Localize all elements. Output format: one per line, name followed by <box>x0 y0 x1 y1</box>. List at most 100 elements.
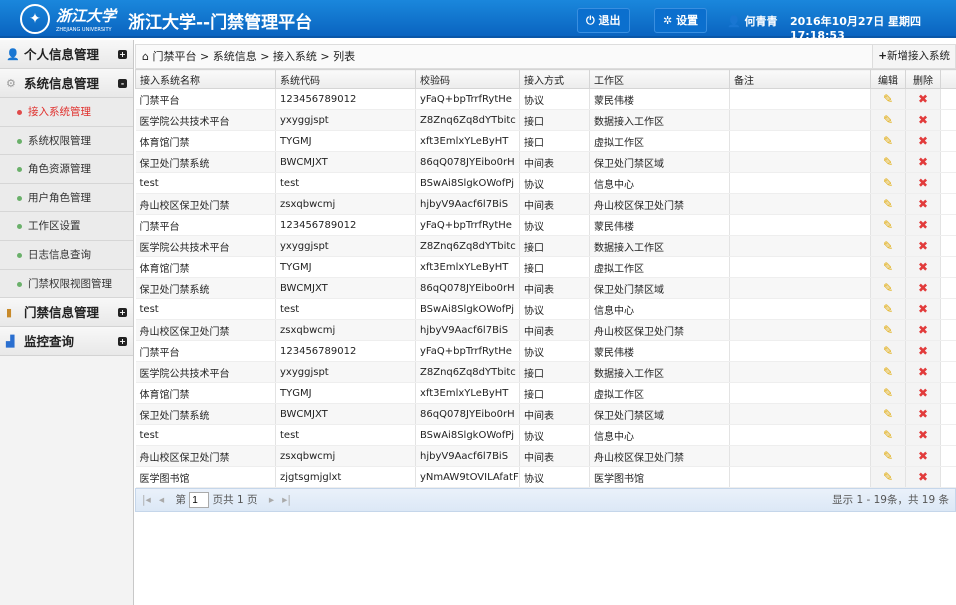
sidebar-group-2[interactable]: ▮ 门禁信息管理 + <box>0 298 133 328</box>
table-row: 医学图书馆 zjgtsgmjglxt yNmAW9tOVILAfatF 协议 医学图书馆… <box>135 466 956 488</box>
delete-button[interactable]: ✖ <box>905 277 941 299</box>
sidebar-group-3[interactable]: ▟ 监控查询 + <box>0 327 133 357</box>
delete-button[interactable]: ✖ <box>905 151 941 173</box>
delete-button[interactable]: ✖ <box>905 172 941 194</box>
table-cell: 保卫处门禁系统 <box>135 403 276 425</box>
table-cell: 数据接入工作区 <box>589 109 730 131</box>
delete-button[interactable]: ✖ <box>905 256 941 278</box>
sidebar-group-0[interactable]: 👤 个人信息管理 + <box>0 40 133 69</box>
pencil-icon: ✎ <box>882 365 894 379</box>
user-name[interactable]: 👤 何青青 <box>727 15 778 28</box>
column-header[interactable]: 工作区 <box>589 69 730 89</box>
column-header[interactable]: 备注 <box>729 69 871 89</box>
pencil-icon: ✎ <box>882 281 894 295</box>
page-number-input[interactable] <box>189 492 210 508</box>
edit-button[interactable]: ✎ <box>870 340 906 362</box>
sidebar-item[interactable]: 工作区设置 <box>0 212 133 241</box>
table-cell: 86qQ078JYEibo0rH <box>415 277 520 299</box>
table-cell <box>729 403 871 425</box>
row-spacer <box>940 445 956 467</box>
row-spacer <box>940 403 956 425</box>
delete-button[interactable]: ✖ <box>905 403 941 425</box>
table-row: 门禁平台 123456789012 yFaQ+bpTrrfRytHe 协议 蒙民伟楼 ✎ ✖ <box>135 88 956 110</box>
edit-button[interactable]: ✎ <box>870 172 906 194</box>
sidebar-item[interactable]: 日志信息查询 <box>0 240 133 270</box>
table-cell: yxyggjspt <box>275 361 416 383</box>
table-row: 医学院公共技术平台 yxyggjspt Z8Znq6Zq8dYTbitc 接口 数据接入… <box>135 235 956 257</box>
edit-button[interactable]: ✎ <box>870 466 906 488</box>
sidebar-item[interactable]: 系统权限管理 <box>0 126 133 156</box>
next-page-icon[interactable]: ▸ <box>268 494 275 506</box>
prev-page-icon[interactable]: ◂ <box>158 494 165 506</box>
table-cell <box>729 256 871 278</box>
edit-button[interactable]: ✎ <box>870 319 906 341</box>
expand-icon[interactable]: + <box>118 50 127 59</box>
delete-button[interactable]: ✖ <box>905 235 941 257</box>
table-cell: 虚拟工作区 <box>589 382 730 404</box>
column-header[interactable]: 校验码 <box>415 69 520 89</box>
table-cell: 信息中心 <box>589 424 730 446</box>
table-cell <box>729 319 871 341</box>
first-page-icon[interactable]: |◂ <box>142 494 151 506</box>
delete-button[interactable]: ✖ <box>905 466 941 488</box>
close-icon: ✖ <box>917 449 929 463</box>
pencil-icon: ✎ <box>882 155 894 169</box>
edit-button[interactable]: ✎ <box>870 88 906 110</box>
delete-button[interactable]: ✖ <box>905 319 941 341</box>
sidebar-item[interactable]: 用户角色管理 <box>0 183 133 213</box>
expand-icon[interactable]: + <box>118 308 127 318</box>
edit-button[interactable]: ✎ <box>870 130 906 152</box>
collapse-icon[interactable]: - <box>118 79 127 88</box>
table-cell <box>729 424 871 446</box>
pencil-icon: ✎ <box>882 197 894 211</box>
delete-button[interactable]: ✖ <box>905 88 941 110</box>
column-header[interactable]: 接入系统名称 <box>135 69 276 89</box>
expand-icon[interactable]: + <box>118 337 127 347</box>
edit-button[interactable]: ✎ <box>870 361 906 383</box>
table-cell: 门禁平台 <box>135 340 276 362</box>
delete-button[interactable]: ✖ <box>905 340 941 362</box>
table-cell: 数据接入工作区 <box>589 235 730 257</box>
sidebar-group-1[interactable]: ⚙ 系统信息管理 - <box>0 69 133 98</box>
edit-button[interactable]: ✎ <box>870 193 906 215</box>
sidebar-item[interactable]: 角色资源管理 <box>0 155 133 184</box>
column-header[interactable]: 编辑 <box>870 69 906 89</box>
add-system-button[interactable]: +新增接入系统 <box>872 45 955 68</box>
sidebar-item[interactable]: 接入系统管理 <box>0 98 133 127</box>
breadcrumb: 门禁平台 > 系统信息 > 接入系统 > 列表 <box>152 50 356 63</box>
delete-button[interactable]: ✖ <box>905 109 941 131</box>
delete-button[interactable]: ✖ <box>905 130 941 152</box>
table-cell: 蒙民伟楼 <box>589 340 730 362</box>
delete-button[interactable]: ✖ <box>905 214 941 236</box>
edit-button[interactable]: ✎ <box>870 256 906 278</box>
sidebar-item[interactable]: 门禁权限视图管理 <box>0 269 133 299</box>
delete-button[interactable]: ✖ <box>905 361 941 383</box>
delete-button[interactable]: ✖ <box>905 298 941 320</box>
settings-button[interactable]: ✲ 设置 <box>654 8 708 33</box>
edit-button[interactable]: ✎ <box>870 403 906 425</box>
table-cell <box>729 235 871 257</box>
home-icon[interactable]: ⌂ <box>142 50 149 63</box>
last-page-icon[interactable]: ▸| <box>282 494 291 506</box>
logout-button[interactable]: ⏻ 退出 <box>577 8 630 33</box>
settings-label: 设置 <box>676 14 699 27</box>
row-spacer <box>940 256 956 278</box>
delete-button[interactable]: ✖ <box>905 424 941 446</box>
column-header[interactable]: 系统代码 <box>275 69 416 89</box>
edit-button[interactable]: ✎ <box>870 214 906 236</box>
table-cell: 舟山校区保卫处门禁 <box>589 445 730 467</box>
edit-button[interactable]: ✎ <box>870 298 906 320</box>
delete-button[interactable]: ✖ <box>905 445 941 467</box>
edit-button[interactable]: ✎ <box>870 151 906 173</box>
edit-button[interactable]: ✎ <box>870 235 906 257</box>
edit-button[interactable]: ✎ <box>870 424 906 446</box>
column-header[interactable]: 接入方式 <box>519 69 590 89</box>
delete-button[interactable]: ✖ <box>905 382 941 404</box>
edit-button[interactable]: ✎ <box>870 445 906 467</box>
edit-button[interactable]: ✎ <box>870 382 906 404</box>
table-cell: 医学图书馆 <box>135 466 276 488</box>
edit-button[interactable]: ✎ <box>870 277 906 299</box>
delete-button[interactable]: ✖ <box>905 193 941 215</box>
edit-button[interactable]: ✎ <box>870 109 906 131</box>
column-header[interactable]: 删除 <box>905 69 941 89</box>
